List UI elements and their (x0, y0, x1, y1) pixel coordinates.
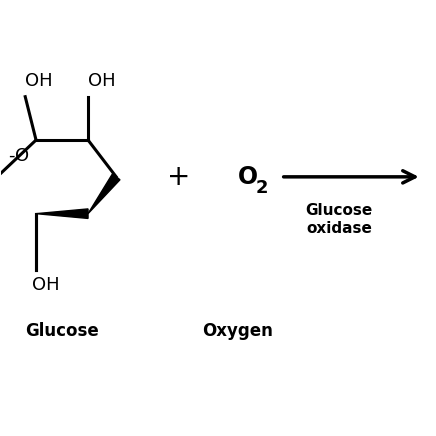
Text: -O: -O (8, 147, 29, 165)
Polygon shape (36, 209, 88, 218)
Text: $\mathbf{2}$: $\mathbf{2}$ (255, 179, 268, 197)
Text: OH: OH (88, 72, 116, 90)
Text: Glucose: Glucose (25, 322, 99, 340)
Text: $\mathbf{O}$: $\mathbf{O}$ (238, 165, 259, 189)
Polygon shape (88, 174, 120, 214)
Text: OH: OH (32, 276, 59, 294)
Text: Glucose
oxidase: Glucose oxidase (306, 203, 373, 236)
Text: +: + (167, 163, 191, 191)
Text: Oxygen: Oxygen (202, 322, 273, 340)
Text: OH: OH (25, 72, 53, 90)
